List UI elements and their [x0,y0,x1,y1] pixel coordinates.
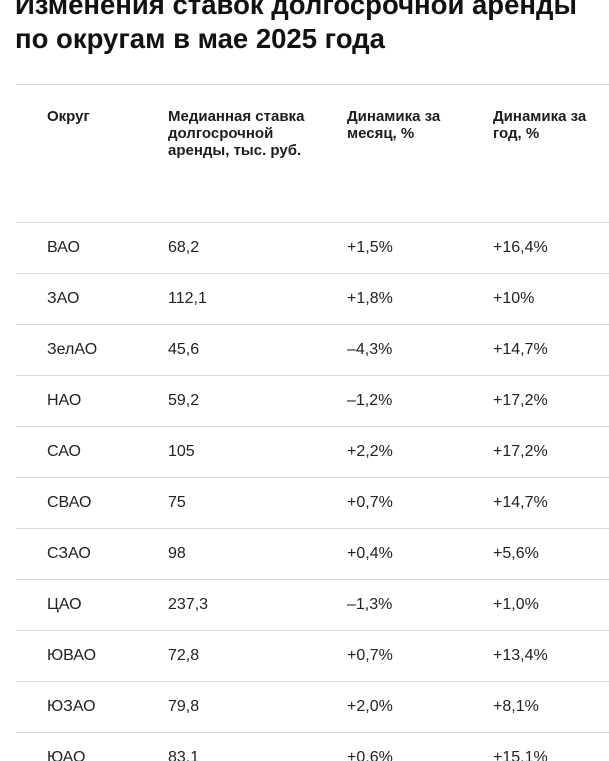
cell-monthly-change: +0,7% [347,494,393,511]
cell-yearly-change: +17,2% [493,443,548,460]
cell-district: ЗАО [47,290,80,307]
cell-district: СВАО [47,494,92,511]
cell-monthly-change: +1,5% [347,239,393,256]
cell-monthly-change: +2,2% [347,443,393,460]
cell-median-rate: 72,8 [168,647,200,664]
cell-median-rate: 98 [168,545,186,562]
table-row: СВАО 75 +0,7% +14,7% [16,478,609,529]
cell-median-rate: 79,8 [168,698,200,715]
cell-district: САО [47,443,81,460]
cell-yearly-change: +14,7% [493,494,548,511]
cell-median-rate: 45,6 [168,341,200,358]
table-header-row: Округ Медианная ставка долгосрочной арен… [16,85,609,223]
cell-yearly-change: +14,7% [493,341,548,358]
table-row: ВАО 68,2 +1,5% +16,4% [16,223,609,274]
cell-monthly-change: –1,3% [347,596,393,613]
table-row: ЦАО 237,3 –1,3% +1,0% [16,580,609,631]
cell-yearly-change: +17,2% [493,392,548,409]
cell-median-rate: 83,1 [168,749,200,761]
cell-district: ЗелАО [47,341,98,358]
cell-district: ВАО [47,239,80,256]
cell-district: НАО [47,392,82,409]
cell-median-rate: 112,1 [168,290,207,307]
table-row: ЮВАО 72,8 +0,7% +13,4% [16,631,609,682]
header-monthly-change: Динамика за месяц, % [347,108,441,142]
cell-monthly-change: +0,6% [347,749,393,761]
cell-district: ЮЗАО [47,698,96,715]
cell-median-rate: 75 [168,494,186,511]
cell-median-rate: 105 [168,443,195,460]
rent-table: Округ Медианная ставка долгосрочной арен… [16,84,609,761]
table-row: ЮАО 83,1 +0,6% +15,1% [16,733,609,761]
cell-median-rate: 68,2 [168,239,200,256]
table-row: СЗАО 98 +0,4% +5,6% [16,529,609,580]
table-row: ЗАО 112,1 +1,8% +10% [16,274,609,325]
cell-yearly-change: +15,1% [493,749,548,761]
cell-district: СЗАО [47,545,91,562]
table-row: НАО 59,2 –1,2% +17,2% [16,376,609,427]
cell-yearly-change: +10% [493,290,535,307]
cell-monthly-change: –4,3% [347,341,393,358]
cell-yearly-change: +1,0% [493,596,539,613]
header-median-rate: Медианная ставка долгосрочной аренды, ты… [168,108,305,159]
header-yearly-change: Динамика за год, % [493,108,587,142]
table-top-divider [16,84,609,85]
header-district: Округ [47,108,90,125]
page-title: Изменения ставок долгосрочной аренды по … [15,0,577,54]
cell-district: ЮВАО [47,647,97,664]
table-row: ЮЗАО 79,8 +2,0% +8,1% [16,682,609,733]
table-row: САО 105 +2,2% +17,2% [16,427,609,478]
cell-monthly-change: +0,4% [347,545,393,562]
cell-monthly-change: +1,8% [347,290,393,307]
cell-median-rate: 59,2 [168,392,200,409]
cell-monthly-change: +0,7% [347,647,393,664]
cell-district: ЦАО [47,596,82,613]
cell-monthly-change: +2,0% [347,698,393,715]
cell-yearly-change: +16,4% [493,239,548,256]
cell-yearly-change: +13,4% [493,647,548,664]
cell-district: ЮАО [47,749,86,761]
cell-yearly-change: +5,6% [493,545,539,562]
cell-median-rate: 237,3 [168,596,209,613]
cell-monthly-change: –1,2% [347,392,393,409]
table-row: ЗелАО 45,6 –4,3% +14,7% [16,325,609,376]
cell-yearly-change: +8,1% [493,698,539,715]
